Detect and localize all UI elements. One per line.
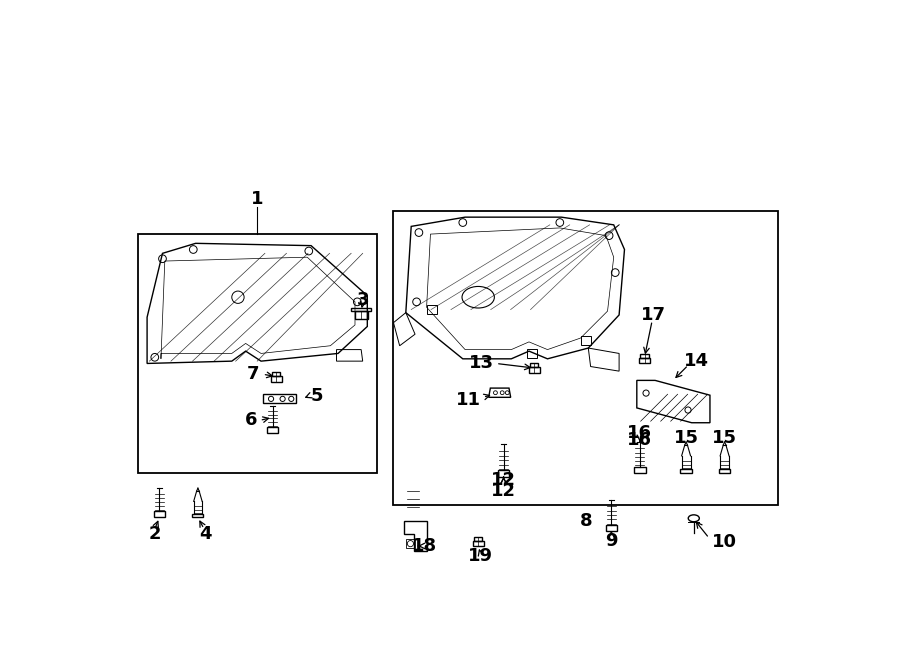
Bar (639, 358, 651, 364)
Bar (634, 467, 645, 473)
Text: 14: 14 (684, 352, 708, 370)
Bar (474, 537, 482, 541)
Text: 6: 6 (245, 411, 257, 430)
Bar (351, 308, 371, 311)
Bar (138, 234, 376, 473)
Text: 16: 16 (627, 432, 652, 449)
Text: 18: 18 (411, 537, 436, 555)
Bar (680, 469, 692, 473)
Bar (267, 427, 278, 433)
Text: 19: 19 (468, 547, 493, 565)
Text: 5: 5 (311, 387, 324, 405)
Text: 7: 7 (247, 366, 259, 383)
Text: 12: 12 (491, 471, 516, 490)
Text: 2: 2 (148, 525, 161, 543)
Bar (273, 372, 281, 376)
Text: 3: 3 (356, 291, 369, 309)
Bar (154, 512, 165, 518)
Text: 11: 11 (455, 391, 481, 408)
Text: 15: 15 (712, 429, 737, 447)
Text: 13: 13 (469, 354, 493, 372)
Bar (355, 311, 368, 319)
Bar (719, 469, 731, 473)
Bar (498, 471, 509, 477)
Bar (528, 367, 540, 373)
Bar (527, 349, 536, 358)
Text: 10: 10 (712, 533, 736, 551)
Bar (641, 354, 649, 358)
Bar (271, 376, 283, 382)
Bar (393, 211, 778, 505)
Text: 9: 9 (605, 531, 617, 549)
Bar (193, 514, 203, 518)
Bar (406, 539, 415, 548)
Bar (472, 541, 483, 546)
Text: 12: 12 (491, 482, 516, 500)
Bar (428, 305, 436, 314)
Text: 16: 16 (627, 424, 652, 442)
Text: 4: 4 (200, 525, 212, 543)
Bar (581, 336, 590, 345)
Text: 1: 1 (251, 190, 264, 208)
Bar (530, 363, 538, 367)
Text: 8: 8 (580, 512, 592, 529)
Bar (606, 525, 616, 531)
Text: 15: 15 (673, 429, 698, 447)
Text: 17: 17 (641, 306, 666, 324)
